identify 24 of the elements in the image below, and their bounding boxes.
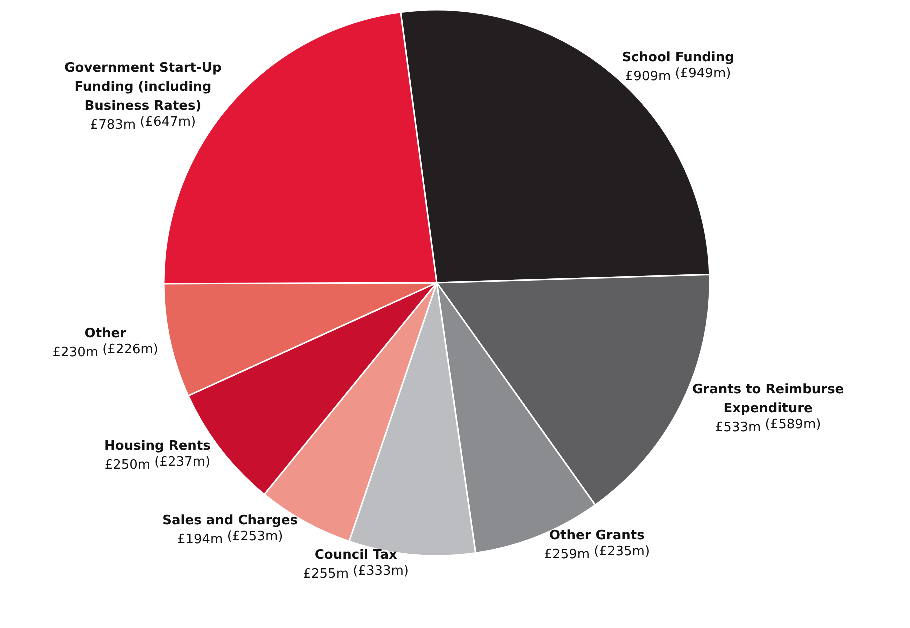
slice-label: Other (84, 326, 128, 342)
slice-label: Housing Rents (104, 438, 212, 454)
text: (£237m) (154, 454, 211, 470)
text: (£235m) (594, 544, 650, 560)
text: (£253m) (227, 530, 284, 545)
data-label: £909m (625, 69, 672, 84)
slice-label: Sales and Charges (162, 514, 298, 529)
data-label: £259m (544, 548, 590, 563)
text: (£589m) (765, 417, 822, 432)
text: (£226m) (102, 342, 159, 358)
slice-label: Council Tax (314, 548, 398, 563)
text: (£333m) (353, 564, 410, 579)
data-label: £255m (303, 566, 349, 582)
slice-label: Grants to Reimburse Expenditure (692, 382, 844, 416)
slice-label: Government Start-Up Funding (including Business Rates) (64, 60, 222, 114)
data-label: £194m (177, 532, 224, 548)
text: (£949m) (675, 66, 732, 82)
slice-label: Other Grants (549, 528, 646, 544)
data-label: £533m (715, 420, 762, 436)
data-label: £230m (52, 345, 98, 360)
data-label: £783m (90, 118, 136, 133)
data-label: £250m (104, 458, 151, 473)
slice-label: School Funding (622, 50, 734, 66)
text: (£647m) (140, 114, 196, 130)
